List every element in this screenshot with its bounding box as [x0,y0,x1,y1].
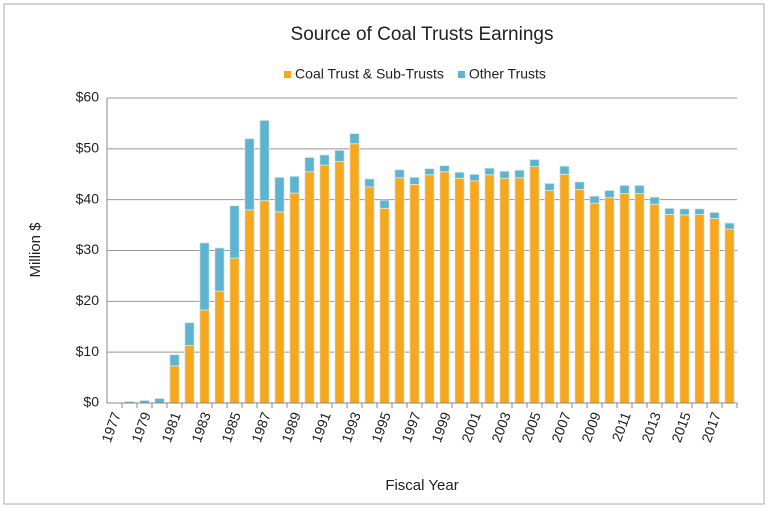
bar-segment [604,190,615,199]
bar-segment [544,190,555,404]
bar-segment [619,193,630,404]
bar-segment [229,205,240,259]
bar-segment [214,290,225,404]
bar-segment [559,173,570,404]
y-tick-label: $30 [76,241,100,257]
bar-segment [334,149,345,162]
bar-segment [469,173,480,182]
bar-segment [439,165,450,173]
bar-segment [424,174,435,404]
bar-segment [289,175,300,194]
bar-segment [394,169,405,179]
legend-label: Coal Trust & Sub-Trusts [295,66,444,82]
bar-segment [709,211,720,219]
bar-segment [589,202,600,404]
bar-segment [244,138,255,211]
bar-segment [484,167,495,176]
legend-swatch [457,71,465,78]
legend-label: Other Trusts [469,66,546,82]
y-tick-label: $0 [83,394,99,410]
bar-segment [724,222,735,230]
bar-segment [484,174,495,404]
bar-segment [724,228,735,404]
bar-segment [649,196,660,205]
bar-segment [199,242,210,311]
bar-segment [499,170,510,179]
bar-segment [379,199,390,209]
bar-segment [304,171,315,404]
bar-segment [469,180,480,404]
bar-segment [304,157,315,173]
bar-segment [454,177,465,404]
bar-segment [649,203,660,404]
x-axis-label: Fiscal Year [385,477,458,494]
bar-segment [394,177,405,404]
bar-segment [499,177,510,404]
bar-segment [664,214,675,404]
y-tick-label: $50 [76,140,100,156]
bar-segment [559,165,570,175]
bar-segment [679,214,690,404]
bar-segment [679,208,690,216]
bar-segment [529,159,540,168]
bar-segment [529,166,540,404]
bar-segment [349,143,360,404]
bar-segment [214,247,225,292]
bar-segment [409,176,420,185]
bar-segment [154,398,165,404]
bar-segment [229,257,240,404]
bar-segment [634,193,645,404]
y-tick-label: $20 [76,292,100,308]
bar-segment [334,161,345,404]
bar-segment [364,178,375,188]
bar-segment [274,176,285,213]
y-axis-label: Million $ [27,222,44,278]
bar-segment [514,177,525,404]
bar-segment [169,365,180,404]
bar-segment [244,209,255,404]
bar-segment [619,185,630,194]
legend-swatch [284,71,292,78]
bar-segment [544,182,555,191]
bar-segment [709,218,720,404]
bar-segment [169,354,180,367]
bar-segment [514,169,525,179]
bar-segment [574,189,585,404]
bar-segment [199,309,210,404]
chart-title: Source of Coal Trusts Earnings [291,24,554,45]
bar-segment [604,197,615,404]
bar-segment [274,211,285,404]
y-tick-label: $40 [76,190,100,206]
bar-segment [184,322,195,346]
bar-segment [259,200,270,404]
bar-segment [409,184,420,404]
bar-segment [664,207,675,215]
bar-segment [694,208,705,215]
bar-segment [454,171,465,179]
bar-segment [424,168,435,176]
bar-segment [349,133,360,145]
bar-segment [319,164,330,404]
bar-segment [364,186,375,404]
bar-segment [379,207,390,404]
bar-segment [439,171,450,404]
bar-segment [634,185,645,194]
bar-segment [289,192,300,404]
bar-segment [589,195,600,204]
bar-segment [694,214,705,404]
y-tick-label: $60 [76,89,100,105]
bar-segment [319,154,330,166]
bar-segment [574,181,585,190]
y-tick-label: $10 [76,343,100,359]
bar-segment [184,345,195,404]
bar-segment [259,119,270,202]
